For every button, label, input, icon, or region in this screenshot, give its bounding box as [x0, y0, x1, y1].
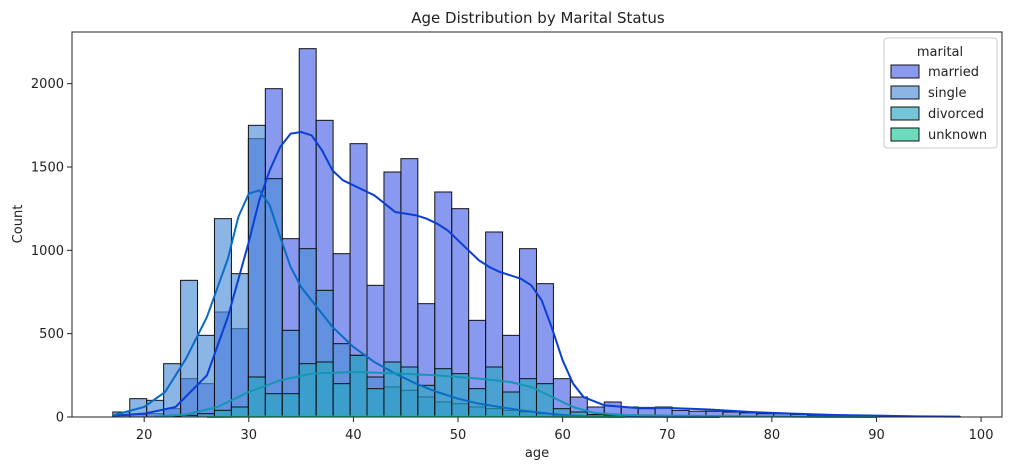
x-axis-ticks: 20 30 40 50 60 70 80 90 100	[136, 417, 994, 443]
x-axis-title: age	[525, 446, 549, 461]
bar-divorced-8	[247, 376, 266, 418]
y-tick-label: 2000	[31, 77, 64, 92]
y-tick-label: 0	[56, 411, 64, 426]
bar-divorced-14	[349, 354, 368, 418]
legend-label-unknown: unknown	[928, 128, 987, 143]
x-tick-label: 20	[136, 428, 153, 443]
bar-divorced-7	[230, 406, 249, 418]
bar-divorced-11	[298, 363, 317, 418]
bar-divorced-23	[502, 391, 521, 418]
y-axis-title: Count	[11, 205, 26, 244]
y-axis-ticks: 0 500 1000 1500 2000	[31, 77, 72, 426]
x-tick-label: 80	[764, 428, 781, 443]
histogram-bars	[112, 48, 961, 418]
plot-frame	[71, 31, 1003, 418]
bar-divorced-20	[451, 373, 470, 418]
chart-title: Age Distribution by Marital Status	[411, 9, 665, 27]
bar-divorced-16	[383, 361, 402, 418]
bar-divorced-9	[264, 393, 283, 418]
y-tick-label: 1000	[31, 244, 64, 259]
x-tick-label: 50	[450, 428, 467, 443]
axes-border	[71, 31, 1003, 418]
bar-divorced-13	[332, 383, 351, 418]
bar-single-8	[247, 124, 266, 418]
kde-line-married	[112, 130, 961, 418]
legend-label-single: single	[928, 86, 967, 101]
legend-swatch-married	[890, 64, 920, 79]
legend-swatch-divorced	[890, 106, 920, 121]
y-tick-label: 1500	[31, 161, 64, 176]
kde-line-divorced	[154, 370, 877, 418]
y-tick-label: 500	[39, 327, 64, 342]
legend-label-married: married	[928, 65, 979, 80]
bar-single-6	[213, 218, 232, 418]
x-tick-label: 70	[659, 428, 676, 443]
legend-label-divorced: divorced	[928, 107, 984, 122]
x-tick-label: 30	[241, 428, 258, 443]
bar-divorced-10	[281, 393, 300, 418]
x-tick-label: 90	[868, 428, 885, 443]
legend-title: marital	[917, 45, 963, 60]
bar-divorced-15	[366, 388, 385, 418]
bar-divorced-12	[315, 361, 334, 418]
bar-divorced-22	[485, 366, 504, 418]
x-tick-label: 60	[554, 428, 571, 443]
x-tick-label: 40	[345, 428, 362, 443]
legend: marital married single divorced unknown	[883, 37, 998, 149]
legend-swatch-unknown	[890, 127, 920, 142]
legend-swatch-single	[890, 85, 920, 100]
x-tick-label: 100	[969, 428, 994, 443]
kde-line-single	[112, 189, 720, 418]
bar-single-4	[180, 279, 199, 418]
